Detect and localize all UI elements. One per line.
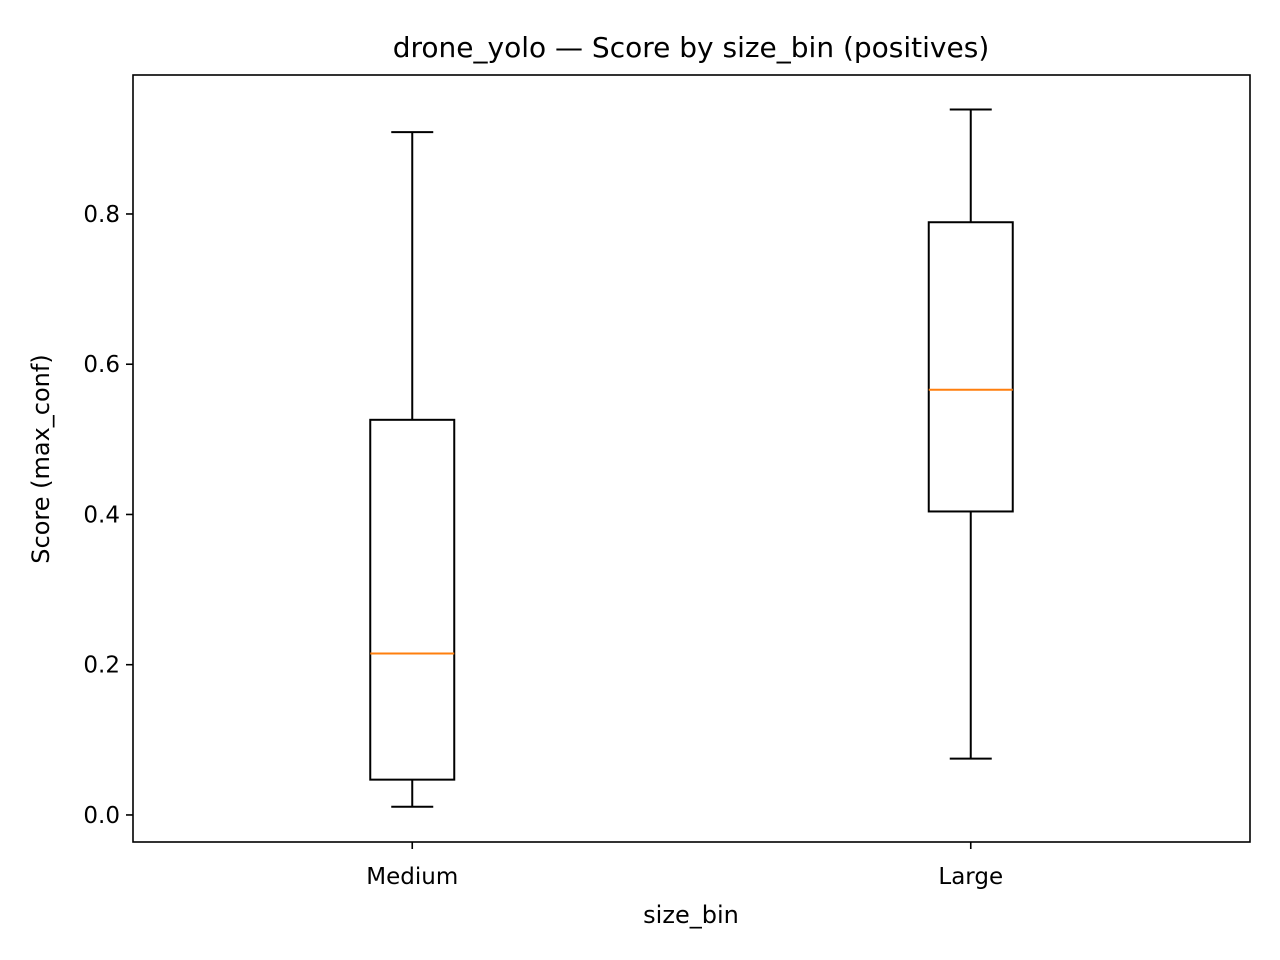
x-axis: Medium Large [366, 842, 1003, 890]
y-tick-label: 0.8 [83, 202, 120, 228]
box-series [369, 108, 1014, 808]
x-tick-label: Large [938, 864, 1003, 890]
y-axis: 0.0 0.2 0.4 0.6 0.8 [83, 202, 133, 829]
y-tick-label: 0.2 [83, 653, 120, 679]
box-iqr [369, 418, 456, 781]
x-tick-label: Medium [366, 864, 458, 890]
y-tick-label: 0.4 [83, 502, 120, 528]
x-axis-label: size_bin [643, 901, 739, 929]
y-axis-label: Score (max_conf) [27, 354, 55, 563]
plot-area-frame [132, 74, 1251, 843]
y-tick-label: 0.0 [83, 803, 120, 829]
y-tick-label: 0.6 [83, 352, 120, 378]
chart-title: drone_yolo — Score by size_bin (positive… [393, 31, 990, 64]
box-iqr [927, 221, 1014, 513]
